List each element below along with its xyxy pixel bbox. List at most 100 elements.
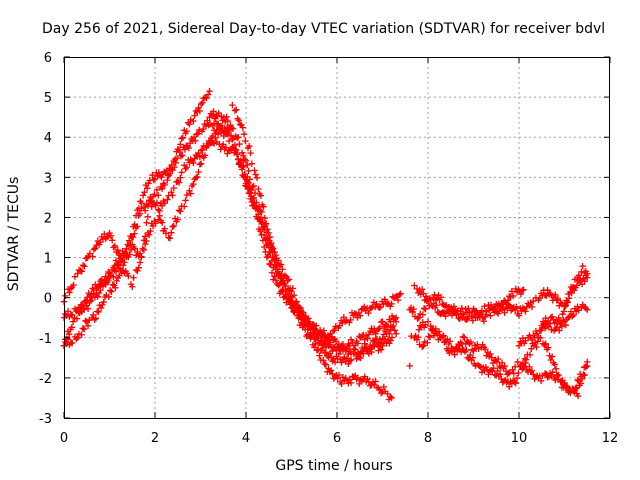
plus-marker — [80, 325, 88, 333]
y-axis-title: SDTVAR / TECUs — [6, 177, 22, 292]
plus-marker — [533, 343, 540, 351]
plus-marker — [410, 305, 417, 313]
plus-marker — [97, 287, 104, 294]
plus-marker — [418, 286, 426, 293]
plus-marker — [169, 192, 176, 199]
plus-marker — [578, 373, 585, 380]
plus-marker — [274, 262, 282, 269]
plus-marker — [141, 189, 148, 196]
plus-marker — [266, 233, 274, 241]
plus-marker — [77, 267, 84, 274]
plus-marker — [249, 183, 256, 190]
plus-marker — [84, 322, 92, 330]
plus-marker — [510, 370, 517, 377]
plus-marker — [530, 297, 537, 305]
plus-marker — [205, 121, 212, 129]
plus-marker — [114, 261, 121, 268]
plus-marker — [394, 296, 402, 304]
plus-marker — [505, 301, 512, 308]
series-track-5 — [206, 108, 404, 344]
plus-marker — [515, 312, 523, 319]
plus-marker — [112, 284, 119, 291]
plus-marker — [501, 362, 508, 370]
plus-marker — [556, 318, 564, 325]
plus-marker — [238, 163, 246, 171]
plus-marker — [392, 318, 400, 325]
plus-marker — [183, 164, 191, 171]
plus-marker — [426, 333, 434, 341]
plus-marker — [567, 288, 574, 296]
plus-marker — [326, 350, 334, 357]
plus-marker — [91, 316, 98, 323]
plus-marker — [321, 360, 328, 368]
plus-marker — [144, 213, 152, 220]
plus-marker — [312, 340, 319, 348]
plus-marker — [257, 192, 265, 199]
plus-marker — [262, 220, 270, 227]
plus-marker — [135, 264, 142, 271]
plus-marker — [561, 303, 569, 310]
plus-marker — [247, 195, 254, 203]
y-tick-label: -2 — [39, 372, 52, 387]
plus-marker — [241, 156, 248, 163]
plus-marker — [415, 314, 423, 321]
plus-marker — [584, 362, 591, 370]
plus-marker — [264, 252, 272, 260]
plus-marker — [331, 327, 338, 334]
plus-marker — [263, 254, 270, 261]
plus-marker — [372, 330, 379, 337]
y-tick-label: 6 — [44, 51, 52, 66]
plus-marker — [581, 371, 588, 379]
plus-marker — [372, 378, 379, 385]
plus-marker — [199, 99, 206, 106]
plus-marker — [272, 255, 279, 263]
plus-marker — [164, 196, 171, 203]
plus-marker — [67, 285, 75, 292]
plus-marker — [183, 127, 191, 135]
plus-marker — [522, 308, 529, 315]
plus-marker — [83, 302, 90, 309]
plus-marker — [166, 165, 173, 172]
plus-marker — [232, 147, 239, 154]
plus-marker — [341, 318, 349, 325]
plus-marker — [347, 356, 355, 364]
plus-marker — [485, 307, 493, 314]
plus-marker — [360, 350, 367, 357]
plus-marker — [226, 147, 234, 154]
plus-marker — [387, 318, 394, 325]
plus-marker — [573, 384, 580, 391]
plus-marker — [300, 322, 308, 329]
series-track-1 — [60, 87, 213, 305]
plus-marker — [126, 251, 133, 258]
plus-marker — [329, 327, 337, 335]
plus-marker — [238, 162, 245, 170]
plus-marker — [420, 305, 428, 312]
plus-marker — [215, 120, 222, 128]
plus-marker — [158, 185, 166, 192]
plus-marker — [570, 387, 577, 394]
plus-marker — [313, 347, 321, 354]
plus-marker — [542, 340, 549, 347]
plus-marker — [463, 346, 470, 354]
plus-marker — [228, 124, 235, 132]
plus-marker — [225, 137, 233, 145]
plus-marker — [481, 303, 488, 310]
plus-marker — [289, 285, 296, 292]
plus-marker — [252, 205, 259, 213]
plus-marker — [298, 308, 306, 316]
plus-marker — [469, 317, 477, 324]
plus-marker — [87, 297, 95, 305]
plus-marker — [178, 169, 185, 176]
plus-marker — [78, 268, 85, 275]
plus-marker — [290, 292, 298, 299]
plus-marker — [424, 318, 432, 325]
plus-marker — [511, 306, 519, 314]
x-tick-label: 8 — [424, 431, 432, 446]
plus-marker — [406, 362, 413, 370]
plus-marker — [552, 291, 559, 299]
plus-marker — [514, 358, 521, 366]
plus-marker — [150, 176, 157, 184]
plus-marker — [68, 311, 76, 319]
plus-marker — [380, 383, 387, 391]
